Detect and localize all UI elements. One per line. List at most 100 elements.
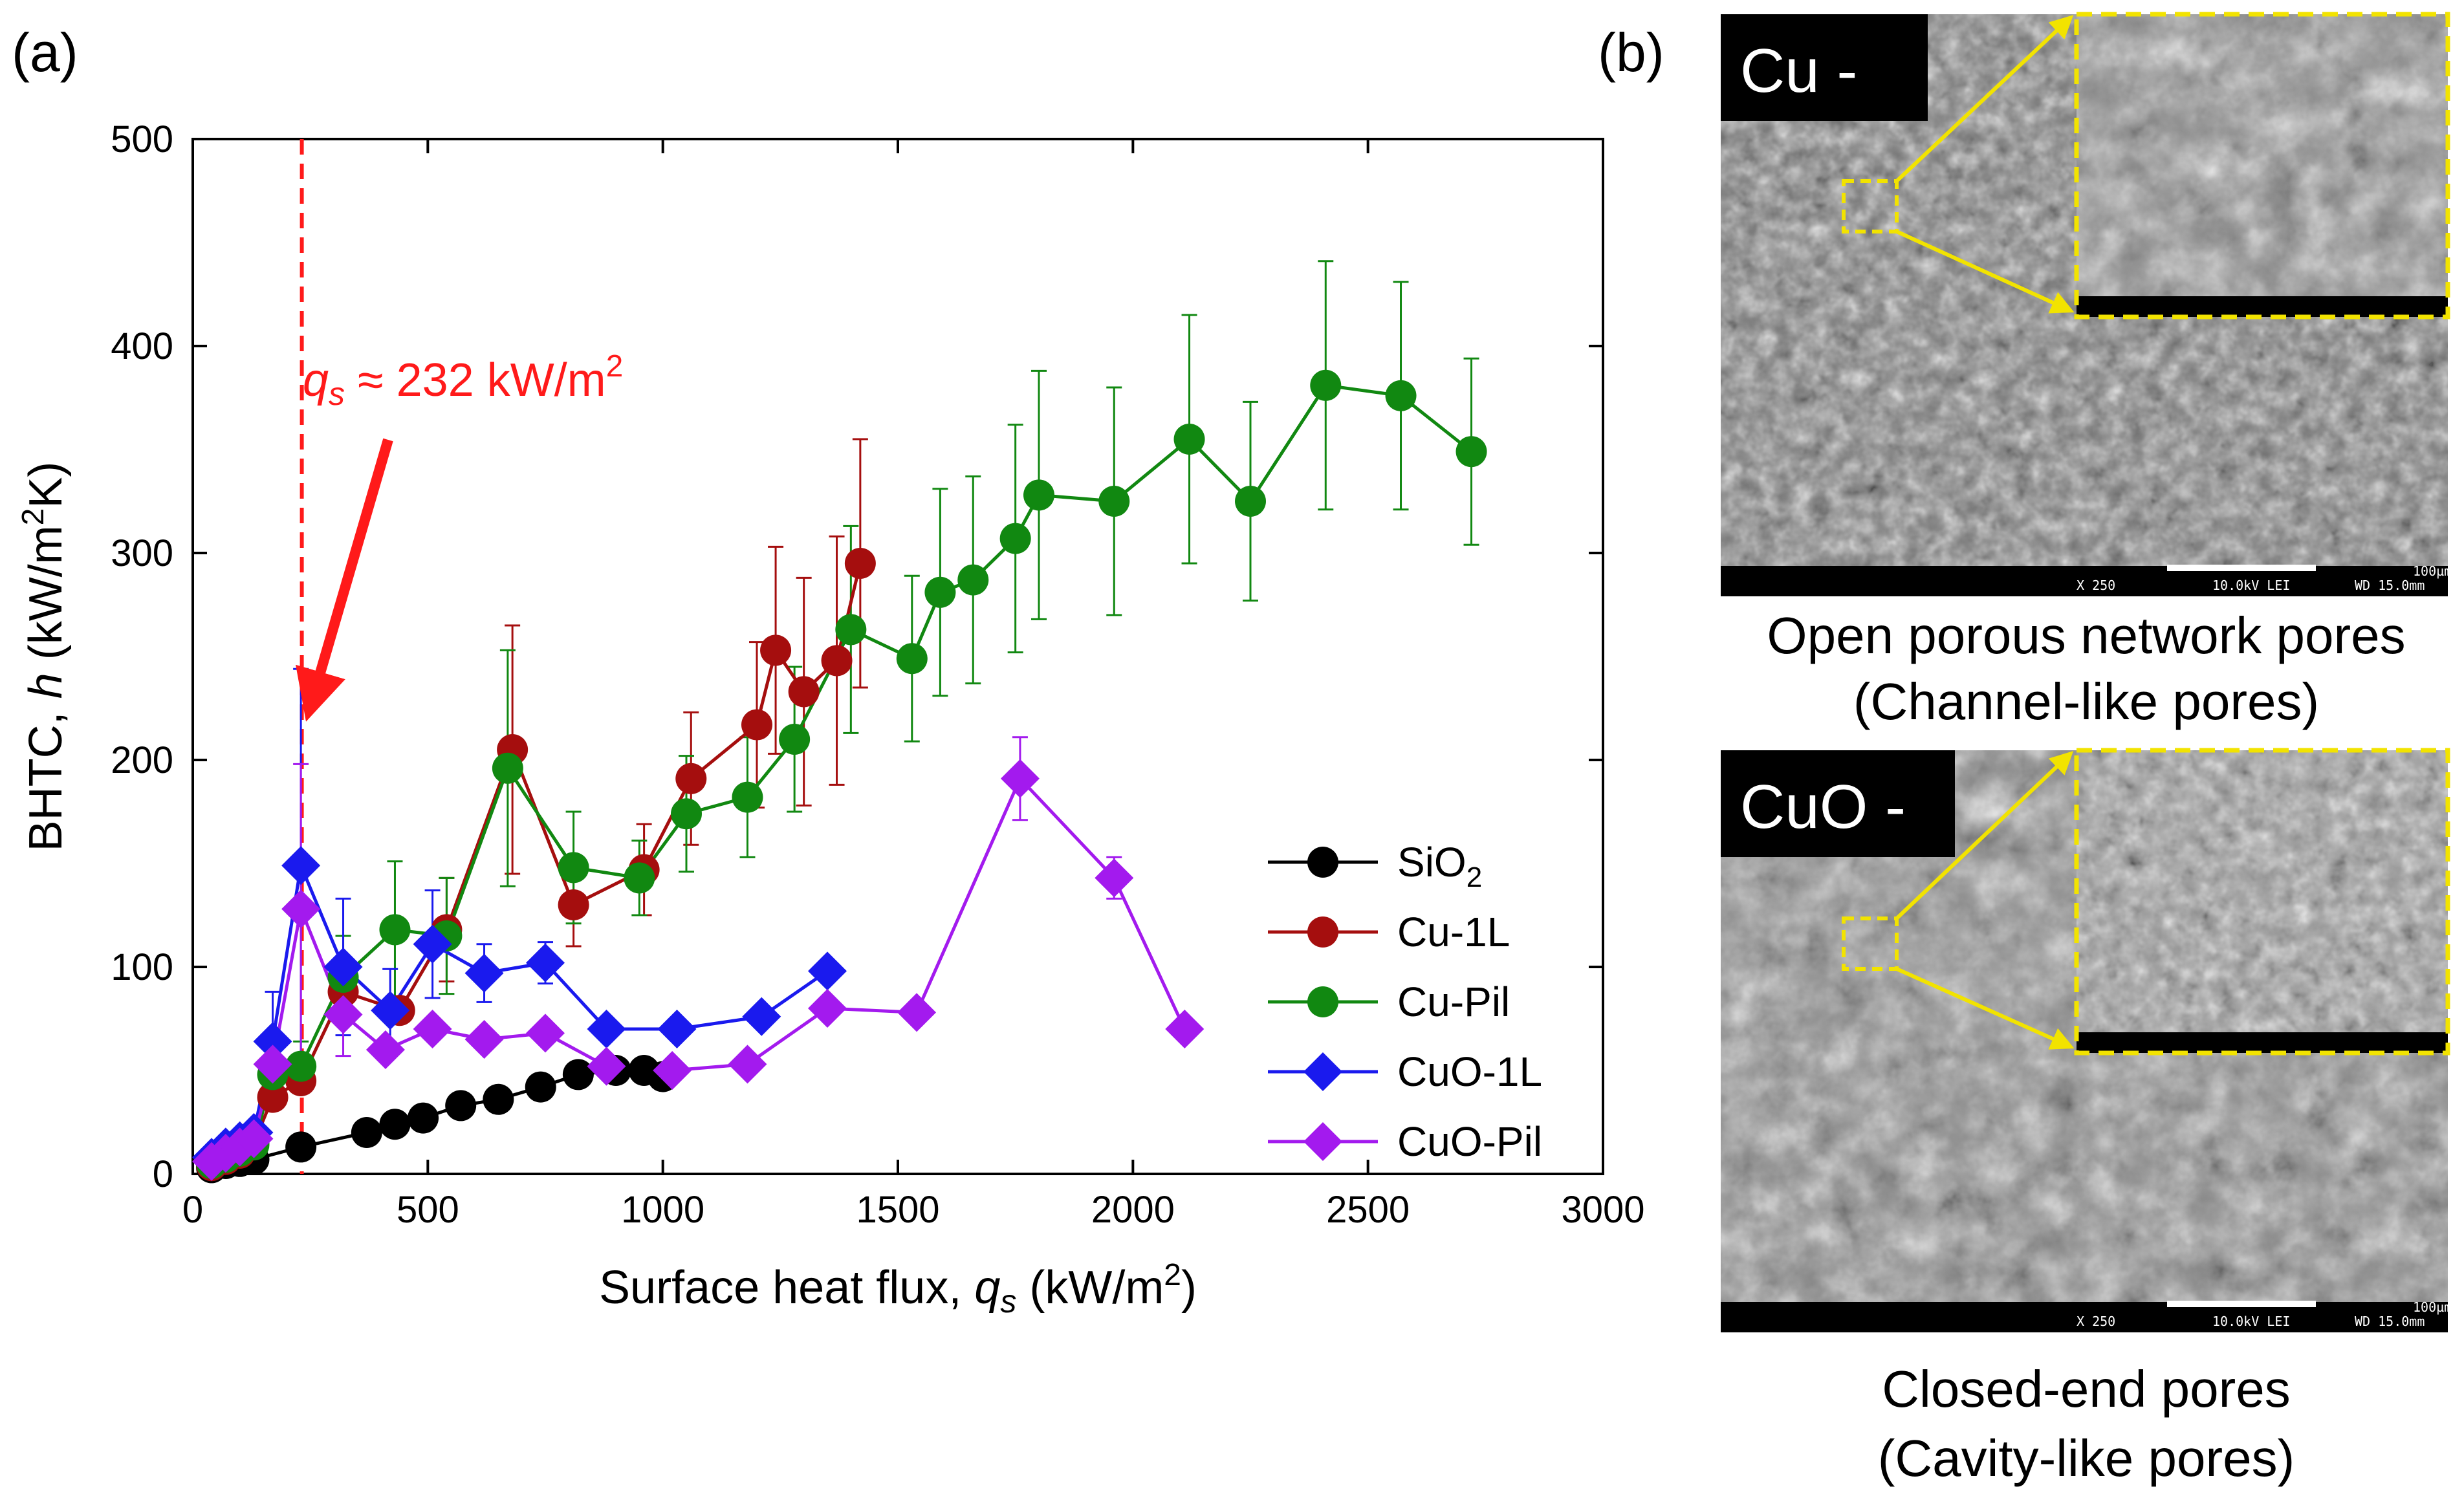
data-point-cu-1l	[257, 1081, 289, 1113]
sem-footer-kv: 10.0kV LEI	[2212, 1314, 2290, 1329]
data-point-cu-1l	[741, 709, 772, 741]
sem-footer-wd: WD 15.0mm	[2355, 578, 2425, 593]
x-tick-label: 3000	[1561, 1189, 1644, 1231]
data-point-cuo-pil	[1095, 858, 1134, 898]
sem-tag-box	[1721, 750, 1955, 857]
legend: SiO2 Cu-1L Cu-Pil CuO-1L CuO-Pil	[1268, 839, 1542, 1165]
panel-b-label: (b)	[1598, 22, 1664, 83]
data-point-cu-pil	[1456, 436, 1487, 468]
data-point-cu-pil	[379, 914, 411, 946]
data-point-cu-pil	[1098, 486, 1130, 517]
sem-footer-scale: 100µm	[2413, 1299, 2452, 1315]
y-tick-label: 200	[111, 739, 173, 781]
data-point-cu-pil	[896, 643, 928, 675]
data-point-cu-1l	[558, 889, 589, 920]
data-point-cu-pil	[1235, 486, 1266, 517]
data-point-cu-pil	[558, 852, 589, 884]
x-tick-label: 1000	[621, 1189, 704, 1231]
data-point-cuo-1l	[281, 846, 321, 885]
legend-label-sio2: SiO2	[1397, 839, 1482, 893]
data-point-cu-pil	[671, 798, 702, 830]
data-point-cuo-pil	[587, 1046, 626, 1086]
data-point-cuo-1l	[587, 1010, 626, 1048]
zoom-arrow-top	[1895, 15, 2074, 183]
data-point-sio2	[351, 1117, 382, 1148]
annotation-arrow	[296, 438, 393, 722]
data-point-cu-pil	[999, 523, 1031, 554]
scale-bar	[2167, 1301, 2316, 1307]
zoom-inset-frame	[2074, 12, 2450, 320]
data-point-cu-pil	[1310, 369, 1342, 401]
data-point-sio2	[408, 1102, 439, 1134]
data-point-sio2	[285, 1131, 317, 1163]
legend-label-cu-pil: Cu-Pil	[1397, 979, 1510, 1025]
caption-cuo-line2: (Cavity-like pores)	[1878, 1429, 2295, 1487]
data-point-cu-pil	[492, 752, 523, 784]
y-tick-label: 500	[111, 118, 173, 160]
caption-cu-line2: (Channel-like pores)	[1853, 673, 2319, 730]
y-axis-title: BHTC, h (kW/m2K)	[16, 462, 72, 852]
data-point-cu-1l	[760, 634, 792, 666]
data-point-cuo-1l	[371, 991, 410, 1030]
data-point-cuo-pil	[526, 1014, 565, 1053]
data-point-cuo-pil	[323, 995, 363, 1034]
data-point-cuo-pil	[234, 1119, 274, 1158]
data-point-cu-pil	[624, 862, 655, 894]
data-point-cuo-pil	[728, 1045, 767, 1084]
sem-footer-mag: X 250	[2077, 1314, 2115, 1329]
data-point-cuo-1l	[526, 943, 565, 982]
data-point-cuo-1l	[808, 951, 847, 991]
sem-tag-cu: Cu -	[1740, 36, 1857, 105]
series-markers	[192, 369, 1487, 1184]
zoom-source-box	[1842, 916, 1899, 971]
legend-marker-cu-1l	[1307, 916, 1338, 948]
data-point-cuo-1l	[253, 1022, 292, 1061]
x-axis-title: Surface heat flux, qs (kW/m2)	[599, 1258, 1197, 1319]
legend-label-cuo-1l: CuO-1L	[1397, 1048, 1542, 1095]
data-point-cu-1l	[821, 645, 853, 677]
data-point-cuo-pil	[1165, 1010, 1205, 1048]
data-point-cu-1l	[788, 676, 820, 708]
y-tick-label: 300	[111, 532, 173, 574]
panel-a-label: (a)	[12, 22, 78, 83]
data-point-cuo-pil	[413, 1010, 452, 1048]
axis-ticks: 0 500 1000 1500 2000 2500 3000 0 100 200 300 400 500	[111, 118, 1644, 1231]
legend-marker-sio2	[1307, 847, 1338, 878]
data-point-cu-pil	[957, 564, 989, 596]
sem-image-cu: X 250 10.0kV LEI WD 15.0mm 100µm Cu -	[1721, 12, 2452, 596]
data-point-cu-pil	[779, 724, 811, 755]
scale-bar	[2167, 565, 2316, 571]
x-tick-label: 2500	[1326, 1189, 1410, 1231]
y-tick-label: 0	[153, 1153, 173, 1195]
data-point-cu-1l	[844, 548, 876, 579]
sem-tag-box	[1721, 14, 1928, 121]
caption-cu-line1: Open porous network pores	[1767, 607, 2405, 664]
data-point-cuo-pil	[253, 1045, 292, 1084]
data-point-sio2	[379, 1109, 411, 1140]
data-point-cuo-1l	[323, 948, 363, 986]
x-tick-label: 1500	[856, 1189, 939, 1231]
zoom-arrow-top	[1895, 751, 2074, 920]
sem-footer-mag: X 250	[2077, 578, 2115, 593]
sem-image-cuo: X 250 10.0kV LEI WD 15.0mm 100µm CuO -	[1721, 748, 2452, 1332]
data-point-cuo-pil	[281, 889, 321, 929]
y-tick-label: 100	[111, 946, 173, 988]
sem-footer-wd: WD 15.0mm	[2355, 1314, 2425, 1329]
data-point-cuo-pil	[653, 1051, 692, 1090]
legend-marker-cu-pil	[1307, 986, 1338, 1017]
data-point-cuo-1l	[742, 997, 781, 1036]
x-tick-label: 0	[182, 1189, 203, 1231]
sem-footer-scale: 100µm	[2413, 563, 2452, 579]
legend-label-cu-1l: Cu-1L	[1397, 909, 1510, 955]
data-point-cuo-pil	[808, 989, 847, 1028]
data-point-cuo-1l	[413, 924, 452, 964]
data-point-sio2	[483, 1083, 514, 1115]
data-point-cu-pil	[732, 781, 763, 813]
data-point-cuo-pil	[365, 1030, 405, 1069]
sem-footer-kv: 10.0kV LEI	[2212, 578, 2290, 593]
data-point-cu-pil	[1023, 479, 1054, 511]
data-point-cuo-pil	[897, 993, 937, 1032]
threshold-annotation: qs ≈ 232 kW/m2	[303, 349, 623, 412]
legend-label-cuo-pil: CuO-Pil	[1397, 1118, 1542, 1165]
